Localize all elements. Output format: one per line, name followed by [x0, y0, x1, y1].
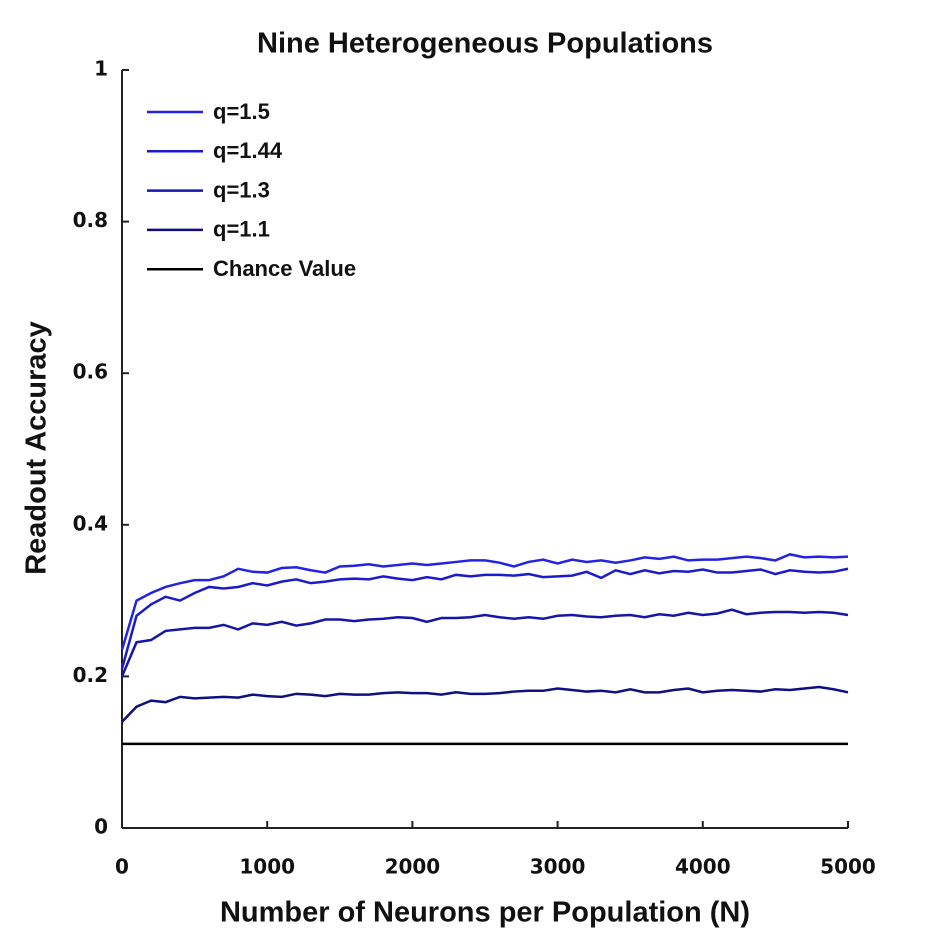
legend-label: Chance Value	[213, 256, 356, 281]
legend-label: q=1.44	[213, 138, 283, 163]
x-axis-label: Number of Neurons per Population (N)	[220, 897, 750, 929]
y-tick-label: 1	[94, 57, 108, 81]
data-line	[120, 567, 849, 670]
x-tick-label: 5000	[820, 855, 876, 879]
legend-label: q=1.1	[213, 217, 270, 242]
y-tick-label: 0.6	[73, 360, 108, 384]
legend-label: q=1.3	[213, 177, 270, 202]
y-tick-label: 0.8	[73, 208, 108, 232]
x-tick-label: 1000	[239, 855, 295, 879]
data-line	[121, 685, 849, 723]
legend-label: q=1.5	[213, 99, 270, 124]
y-axis-label: Readout Accuracy	[21, 321, 53, 575]
y-tick-label: 0.4	[73, 511, 108, 535]
data-line	[120, 608, 849, 677]
y-tick-label: 0	[94, 815, 108, 839]
y-tick-label: 0.2	[73, 663, 108, 687]
x-tick-label: 0	[115, 855, 129, 879]
data-line	[120, 553, 849, 651]
x-tick-label: 2000	[385, 855, 441, 879]
x-tick-label: 3000	[530, 855, 586, 879]
x-tick-label: 4000	[675, 855, 731, 879]
chart-title: Nine Heterogeneous Populations	[257, 28, 713, 60]
